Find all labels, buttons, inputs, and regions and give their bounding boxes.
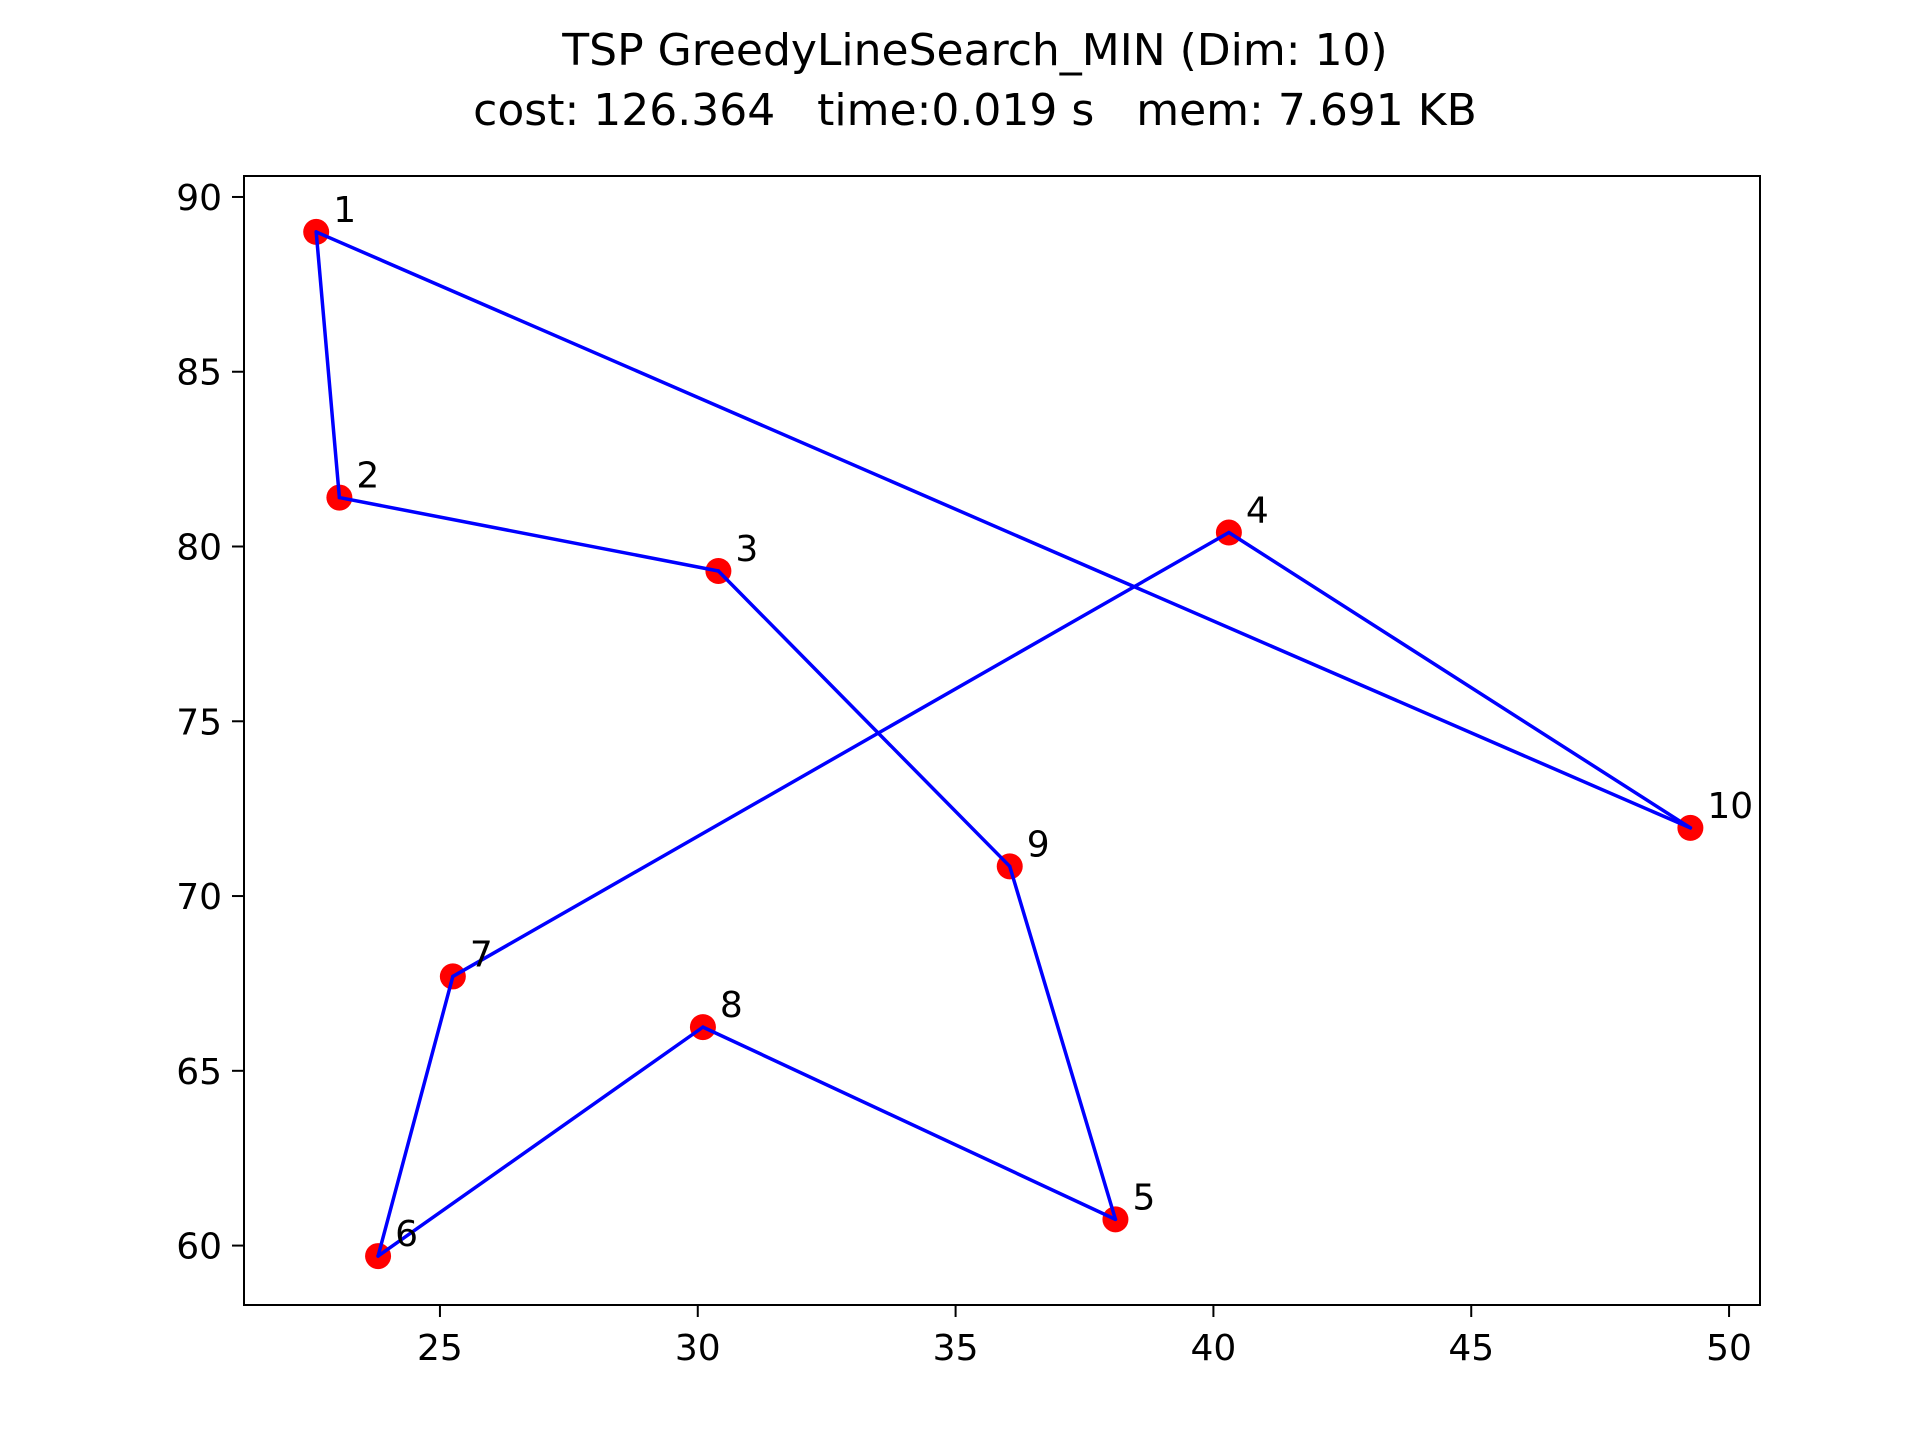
route-segment	[376, 974, 455, 1258]
city-label: 5	[1132, 1177, 1155, 1218]
x-tick-label: 50	[1706, 1328, 1752, 1369]
route-segment	[314, 230, 342, 500]
chart-subtitle: cost: 126.364 time:0.019 s mem: 7.691 KB	[473, 85, 1477, 136]
city-label: 9	[1027, 824, 1050, 865]
y-tick-label: 60	[176, 1227, 222, 1268]
route-segment	[1007, 864, 1118, 1222]
y-tick-label: 90	[176, 178, 222, 219]
y-tick-label: 70	[176, 877, 222, 918]
city-label: 10	[1707, 786, 1753, 827]
y-tick-label: 80	[176, 528, 222, 569]
city-label: 2	[356, 456, 379, 497]
city-label: 6	[395, 1214, 418, 1255]
route-segment	[376, 1025, 705, 1258]
route-segment	[337, 495, 721, 573]
city-label: 7	[470, 934, 493, 975]
y-tick-label: 85	[176, 353, 222, 394]
y-tick-label: 75	[176, 702, 222, 743]
route-segment	[451, 530, 1231, 979]
chart-title: TSP GreedyLineSearch_MIN (Dim: 10)	[561, 25, 1387, 76]
route-segment	[701, 1025, 1118, 1222]
city-label: 1	[333, 190, 356, 231]
axes-frame	[243, 175, 1761, 1306]
x-tick-label: 25	[417, 1328, 463, 1369]
route-segment	[1227, 530, 1693, 830]
city-label: 8	[720, 985, 743, 1026]
x-tick-label: 35	[933, 1328, 979, 1369]
x-tick-label: 30	[675, 1328, 721, 1369]
route-segment	[716, 569, 1012, 869]
city-label: 3	[735, 529, 758, 570]
x-tick-label: 40	[1191, 1328, 1237, 1369]
city-label: 4	[1246, 491, 1269, 532]
x-tick-label: 45	[1448, 1328, 1494, 1369]
y-tick-label: 65	[176, 1052, 222, 1093]
route-segment	[314, 230, 1693, 830]
